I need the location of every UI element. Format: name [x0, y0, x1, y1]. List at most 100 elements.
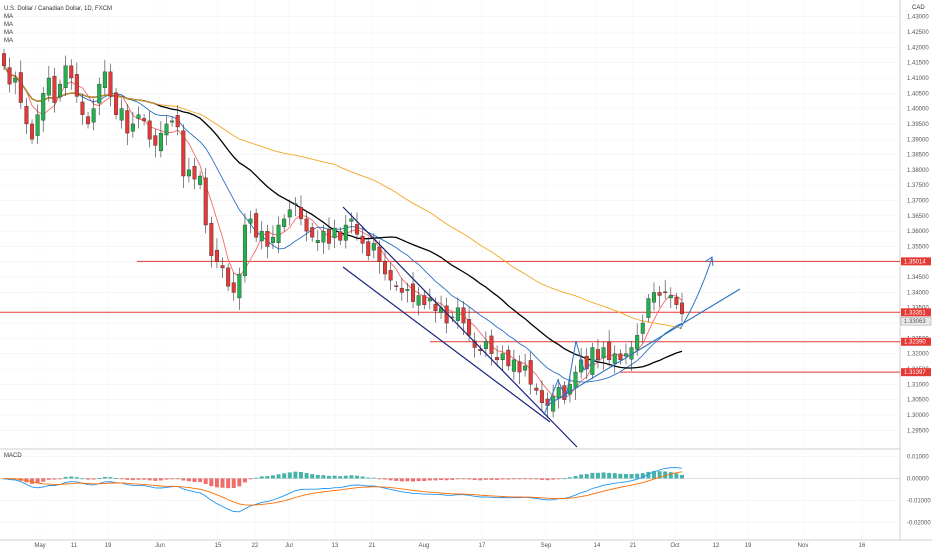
price-tick-label: 1.37500 — [907, 183, 929, 189]
macd-histogram-bar — [551, 478, 556, 480]
ma-line-medium — [3, 65, 683, 383]
macd-histogram-bar — [332, 475, 337, 479]
macd-histogram-bar — [629, 474, 634, 479]
candle-body — [114, 92, 119, 115]
macd-histogram-bar — [450, 478, 455, 480]
macd-histogram-bar — [125, 478, 130, 480]
macd-histogram-bar — [383, 478, 388, 480]
macd-histogram-bar — [528, 478, 533, 480]
ma-line-slow — [3, 65, 683, 369]
macd-histogram-bar — [231, 478, 236, 489]
candle-body — [338, 231, 343, 241]
macd-tick-label: 0.00000 — [907, 476, 929, 482]
macd-histogram-bar — [534, 478, 539, 480]
candle-body — [248, 218, 253, 224]
time-tick-label: Jul — [285, 543, 293, 549]
candle-body — [18, 72, 23, 103]
macd-histogram-bar — [175, 478, 180, 480]
moving-averages — [3, 65, 683, 399]
candle-body — [153, 135, 158, 146]
trend-drawings — [342, 206, 741, 448]
macd-histogram-bar — [651, 471, 656, 479]
candle-body — [511, 359, 516, 372]
macd-histogram-bar — [114, 478, 119, 480]
macd-histogram-bar — [506, 478, 511, 480]
macd-histogram-bar — [556, 478, 561, 480]
macd-histogram-bar — [136, 478, 141, 480]
macd-histogram-bar — [590, 472, 595, 479]
macd-histogram-bar — [130, 478, 135, 481]
candle-body — [259, 230, 264, 242]
price-tick-label: 1.41000 — [907, 76, 929, 82]
candle-body — [74, 74, 79, 97]
candle-body — [24, 105, 29, 125]
price-tick-label: 1.39000 — [907, 137, 929, 143]
candle-body — [304, 218, 309, 232]
candle-body — [164, 123, 169, 136]
macd-histogram-bar — [489, 478, 494, 480]
macd-histogram-bar — [192, 478, 197, 482]
level-price-tag — [901, 368, 931, 377]
candle-body — [595, 349, 600, 361]
macd-histogram-bar — [35, 478, 40, 484]
macd-histogram-bar — [198, 478, 203, 482]
candle-body — [13, 77, 18, 83]
candles — [2, 48, 685, 418]
macd-histogram-bar — [298, 472, 303, 479]
time-tick-label: Oct — [670, 543, 680, 549]
macd-histogram-bar — [618, 473, 623, 479]
time-tick-label: May — [34, 543, 45, 549]
candle-body — [91, 108, 96, 123]
candle-body — [254, 213, 259, 238]
candle-body — [567, 384, 572, 395]
macd-histogram-bar — [349, 475, 354, 479]
candle-body — [528, 360, 533, 385]
macd-histogram-bar — [455, 478, 460, 480]
level-price-label: 1.32390 — [904, 340, 926, 346]
candle-body — [623, 353, 628, 357]
macd-histogram-bar — [30, 478, 35, 484]
macd-histogram-bar — [472, 478, 477, 481]
level-price-tag — [901, 337, 931, 346]
candle-body — [220, 265, 225, 269]
candle-body — [601, 347, 606, 359]
macd-histogram-bar — [186, 478, 191, 482]
macd-histogram-bar — [674, 473, 679, 479]
level-price-label: 1.35014 — [904, 259, 926, 265]
macd-histogram-bar — [416, 478, 421, 482]
macd-histogram-bar — [164, 478, 169, 480]
candle-body — [680, 302, 685, 315]
price-tick-label: 1.36000 — [907, 229, 929, 235]
macd-histogram-bar — [601, 472, 606, 479]
current-price-label: 1.33063 — [904, 319, 926, 325]
symbol-title: U.S. Dollar / Canadian Dollar, 1D, FXCM — [4, 6, 112, 12]
time-tick-label: 11 — [71, 543, 78, 549]
candle-body — [657, 292, 662, 296]
macd-histogram-bar — [321, 475, 326, 479]
candle-body — [506, 349, 511, 367]
macd-histogram-bar — [338, 476, 343, 479]
macd-histogram-bar — [86, 478, 91, 480]
price-tick-label: 1.42500 — [907, 30, 929, 36]
candle-body — [226, 267, 231, 287]
macd-histogram-bar — [343, 475, 348, 479]
ma-legend-1: MA — [4, 14, 13, 20]
candle-body — [86, 116, 91, 125]
macd-histogram-bar — [640, 473, 645, 479]
support-trendline — [545, 288, 741, 407]
candle-body — [142, 118, 147, 122]
candle-body — [97, 83, 102, 104]
candle-body — [181, 130, 186, 177]
candle-body — [276, 224, 281, 243]
candle-body — [30, 123, 35, 140]
price-tick-label: 1.30000 — [907, 413, 929, 419]
candle-body — [214, 249, 219, 262]
candle-body — [343, 224, 348, 241]
level-price-label: 1.31397 — [904, 370, 926, 376]
price-tick-label: 1.30500 — [907, 398, 929, 404]
time-axis-labels: May 11 19 Jun 15 22 Jul 13 21 Aug 17 Sep 14 21 Oct 12 19… — [34, 543, 866, 549]
macd-histogram-bar — [360, 476, 365, 479]
ma-legend-3: MA — [4, 30, 13, 36]
candle-body — [315, 240, 320, 243]
